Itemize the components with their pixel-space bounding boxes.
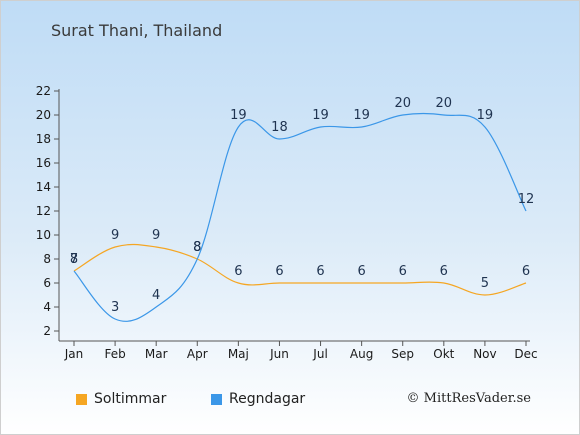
legend-item-rain: Regndagar — [211, 391, 305, 407]
data-label-rain: 20 — [436, 96, 453, 111]
x-tick-label: Okt — [433, 347, 454, 361]
data-label-rain: 8 — [193, 240, 201, 255]
data-label-rain: 19 — [477, 108, 494, 123]
data-label-sun: 6 — [275, 264, 283, 279]
data-label-rain: 19 — [353, 108, 370, 123]
y-tick-label: 22 — [36, 84, 51, 98]
legend-swatch-sun — [76, 393, 87, 405]
y-tick-label: 2 — [43, 324, 51, 338]
data-label-sun: 6 — [399, 264, 407, 279]
x-tick-label: Nov — [473, 347, 496, 361]
x-tick-label: Jul — [312, 347, 327, 361]
data-label-rain: 12 — [518, 192, 535, 207]
x-tick-label: Sep — [391, 347, 414, 361]
x-tick-label: Aug — [350, 347, 373, 361]
data-label-rain: 19 — [312, 108, 329, 123]
data-label-rain: 18 — [271, 120, 288, 135]
y-tick-label: 4 — [43, 300, 51, 314]
series-line-sun — [73, 243, 527, 296]
y-tick-label: 16 — [36, 156, 51, 170]
data-label-sun: 9 — [111, 228, 119, 243]
y-tick-label: 18 — [36, 132, 51, 146]
y-tick-label: 6 — [43, 276, 51, 290]
data-label-rain: 20 — [394, 96, 411, 111]
x-tick-label: Mar — [145, 347, 168, 361]
y-tick-label: 14 — [36, 180, 51, 194]
copyright-text: © MittResVader.se — [406, 391, 531, 406]
series-line-rain — [73, 112, 527, 322]
data-label-rain: 3 — [111, 300, 119, 315]
data-label-sun: 6 — [440, 264, 448, 279]
x-tick-label: Maj — [228, 347, 249, 361]
x-tick-label: Jun — [269, 347, 289, 361]
legend-item-sun: Soltimmar — [76, 391, 166, 407]
data-label-sun: 8 — [193, 240, 201, 255]
data-label-sun: 5 — [481, 276, 489, 291]
y-tick-label: 12 — [36, 204, 51, 218]
data-label-sun: 8 — [70, 252, 78, 267]
x-tick-label: Jan — [64, 347, 84, 361]
data-label-sun: 9 — [152, 228, 160, 243]
x-tick-label: Feb — [104, 347, 125, 361]
data-label-sun: 6 — [522, 264, 530, 279]
chart-title: Surat Thani, Thailand — [51, 21, 223, 40]
y-tick-label: 8 — [43, 252, 51, 266]
x-tick-label: Dec — [514, 347, 537, 361]
data-label-sun: 6 — [357, 264, 365, 279]
data-label-rain: 19 — [230, 108, 247, 123]
y-tick-label: 20 — [36, 108, 51, 122]
legend-swatch-rain — [211, 393, 222, 405]
x-tick-label: Apr — [187, 347, 208, 361]
data-label-sun: 6 — [316, 264, 324, 279]
legend-label-rain: Regndagar — [229, 391, 306, 407]
legend-label-sun: Soltimmar — [94, 391, 167, 407]
y-tick-label: 10 — [36, 228, 51, 242]
data-label-sun: 6 — [234, 264, 242, 279]
data-label-rain: 7 — [70, 252, 78, 267]
data-label-rain: 4 — [152, 288, 160, 303]
